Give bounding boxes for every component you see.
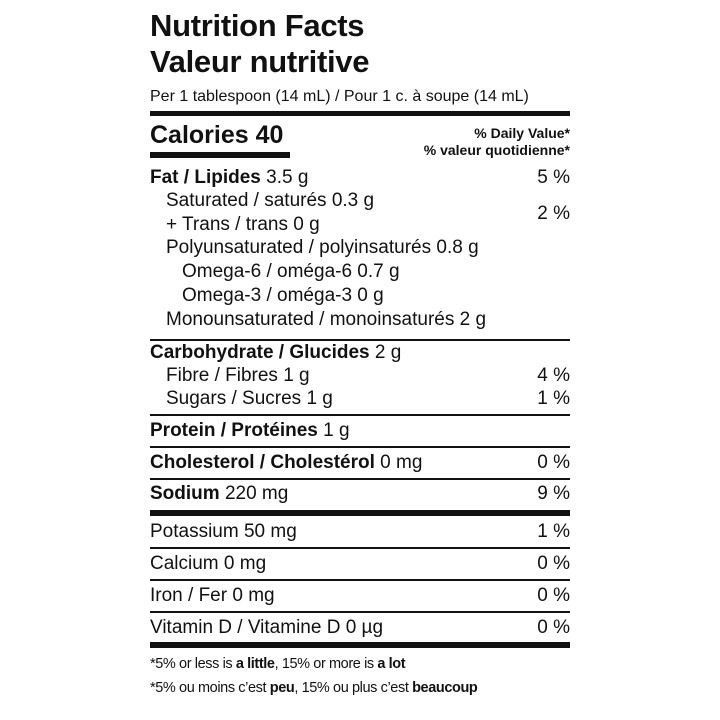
label: Fat / Lipides — [150, 167, 261, 188]
pct: 0 % — [537, 452, 570, 473]
dv-fr: % valeur quotidienne* — [423, 142, 570, 158]
text-bold: a lot — [377, 656, 406, 672]
title-en: Nutrition Facts — [150, 8, 365, 43]
pct: 0 % — [537, 585, 570, 606]
calories-underline — [150, 152, 290, 158]
value: Calcium 0 mg — [150, 553, 267, 574]
value: Sugars / Sucres 1 g — [166, 388, 333, 409]
pct: 1 % — [537, 388, 570, 409]
pct: 0 % — [537, 553, 570, 574]
value: Polyunsaturated / polyinsaturés 0.8 g — [166, 237, 479, 258]
nutrient-row-fibre: Fibre / Fibres 1 g 4 % — [166, 364, 570, 388]
text-bold: peu — [269, 680, 295, 696]
pct: 0 % — [537, 617, 570, 638]
nutrient-row-cholesterol: Cholesterol / Cholestérol 0 mg 0 % — [150, 451, 570, 475]
nutrient-row-mono: Monounsaturated / monoinsaturés 2 g — [166, 308, 570, 332]
sat-trans-pct-row: 2 % — [150, 202, 570, 226]
value: Omega-3 / oméga-3 0 g — [182, 285, 384, 306]
pct: 1 % — [537, 521, 570, 542]
nutrient-row-trans: + Trans / trans 0 g — [166, 213, 570, 237]
value: 220 mg — [219, 483, 289, 504]
title-fr: Valeur nutritive — [150, 44, 370, 79]
footnote-fr: *5% ou moins c’est peu, 15% ou plus c’es… — [150, 679, 478, 697]
pct: 9 % — [537, 483, 570, 504]
nutrient-row-omega3: Omega-3 / oméga-3 0 g — [182, 284, 570, 308]
value: Iron / Fer 0 mg — [150, 585, 275, 606]
nutrient-row-saturated: Saturated / saturés 0.3 g — [166, 189, 570, 213]
nutrient-row-protein: Protein / Protéines 1 g — [150, 419, 570, 443]
divider — [150, 611, 570, 613]
value: Vitamin D / Vitamine D 0 µg — [150, 617, 384, 638]
text: , 15% or more is — [274, 656, 378, 672]
value: 1 g — [317, 420, 350, 441]
pct: 5 % — [537, 167, 570, 188]
divider — [150, 339, 570, 341]
divider — [150, 579, 570, 581]
nutrient-row-calcium: Calcium 0 mg 0 % — [150, 552, 570, 576]
text-bold: beaucoup — [412, 680, 478, 696]
value: 2 g — [369, 342, 402, 363]
label: Cholesterol / Cholestérol — [150, 452, 375, 473]
calories: Calories 40 — [150, 121, 284, 149]
divider — [150, 446, 570, 448]
pct: 2 % — [537, 203, 570, 224]
label: Carbohydrate / Glucides — [150, 342, 370, 363]
value: Saturated / saturés 0.3 g — [166, 190, 375, 211]
text-bold: a little — [235, 656, 275, 672]
divider — [150, 547, 570, 549]
dv-en: % Daily Value* — [474, 125, 570, 141]
nutrient-row-sugars: Sugars / Sucres 1 g 1 % — [166, 387, 570, 411]
divider — [150, 414, 570, 416]
value: 0 mg — [374, 452, 423, 473]
serving-size: Per 1 tablespoon (14 mL) / Pour 1 c. à s… — [150, 88, 529, 105]
value: Monounsaturated / monoinsaturés 2 g — [166, 309, 487, 330]
text: *5% or less is — [150, 656, 236, 672]
pct: 4 % — [537, 365, 570, 386]
nutrient-row-omega6: Omega-6 / oméga-6 0.7 g — [182, 260, 570, 284]
divider — [150, 478, 570, 480]
value: Omega-6 / oméga-6 0.7 g — [182, 261, 400, 282]
nutrient-row-vitamin-d: Vitamin D / Vitamine D 0 µg 0 % — [150, 616, 570, 640]
nutrient-row-sodium: Sodium 220 mg 9 % — [150, 482, 570, 506]
nutrient-row-iron: Iron / Fer 0 mg 0 % — [150, 584, 570, 608]
divider — [150, 111, 570, 116]
label: Protein / Protéines — [150, 420, 318, 441]
text: , 15% ou plus c’est — [294, 680, 413, 696]
value: Potassium 50 mg — [150, 521, 297, 542]
daily-value-header: % Daily Value* % valeur quotidienne* — [424, 125, 570, 159]
nutrient-row-fat: Fat / Lipides 3.5 g 5 % — [150, 166, 570, 190]
footnote-en: *5% or less is a little, 15% or more is … — [150, 655, 406, 673]
nutrient-row-carb: Carbohydrate / Glucides 2 g — [150, 341, 570, 365]
nutrient-row-potassium: Potassium 50 mg 1 % — [150, 520, 570, 544]
text: *5% ou moins c’est — [150, 680, 270, 696]
divider-thick — [150, 510, 570, 516]
value: Fibre / Fibres 1 g — [166, 365, 310, 386]
value: + Trans / trans 0 g — [166, 214, 320, 235]
nutrient-row-poly: Polyunsaturated / polyinsaturés 0.8 g — [166, 236, 570, 260]
divider-thick — [150, 642, 570, 648]
label: Sodium — [150, 483, 220, 504]
value: 3.5 g — [260, 167, 309, 188]
